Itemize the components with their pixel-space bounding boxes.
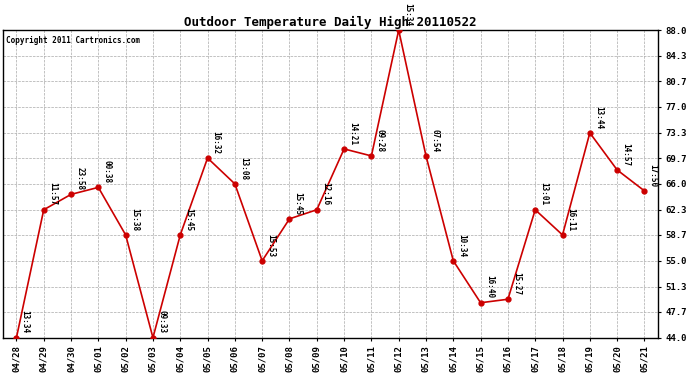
Text: 15:45: 15:45: [294, 192, 303, 214]
Text: 00:38: 00:38: [103, 160, 112, 183]
Text: 12:16: 12:16: [321, 183, 330, 206]
Text: 16:32: 16:32: [212, 131, 221, 154]
Text: 15:27: 15:27: [512, 272, 521, 295]
Text: 14:21: 14:21: [348, 122, 357, 145]
Text: 13:34: 13:34: [21, 310, 30, 333]
Text: 10:34: 10:34: [457, 234, 466, 256]
Text: 09:33: 09:33: [157, 310, 166, 333]
Text: 16:40: 16:40: [485, 276, 494, 298]
Text: 09:28: 09:28: [375, 129, 384, 152]
Text: 13:08: 13:08: [239, 157, 248, 180]
Text: 15:45: 15:45: [184, 208, 193, 231]
Text: 13:01: 13:01: [540, 183, 549, 206]
Text: 23:58: 23:58: [75, 167, 84, 190]
Text: 15:53: 15:53: [266, 234, 275, 256]
Text: 14:57: 14:57: [621, 142, 630, 166]
Title: Outdoor Temperature Daily High 20110522: Outdoor Temperature Daily High 20110522: [184, 16, 477, 29]
Text: 15:38: 15:38: [130, 208, 139, 231]
Text: 13:44: 13:44: [594, 105, 603, 129]
Text: 07:54: 07:54: [430, 129, 439, 152]
Text: 17:50: 17:50: [649, 164, 658, 187]
Text: 11:57: 11:57: [48, 183, 57, 206]
Text: 15:34: 15:34: [403, 3, 412, 26]
Text: Copyright 2011 Cartronics.com: Copyright 2011 Cartronics.com: [6, 36, 140, 45]
Text: 16:11: 16:11: [566, 208, 575, 231]
